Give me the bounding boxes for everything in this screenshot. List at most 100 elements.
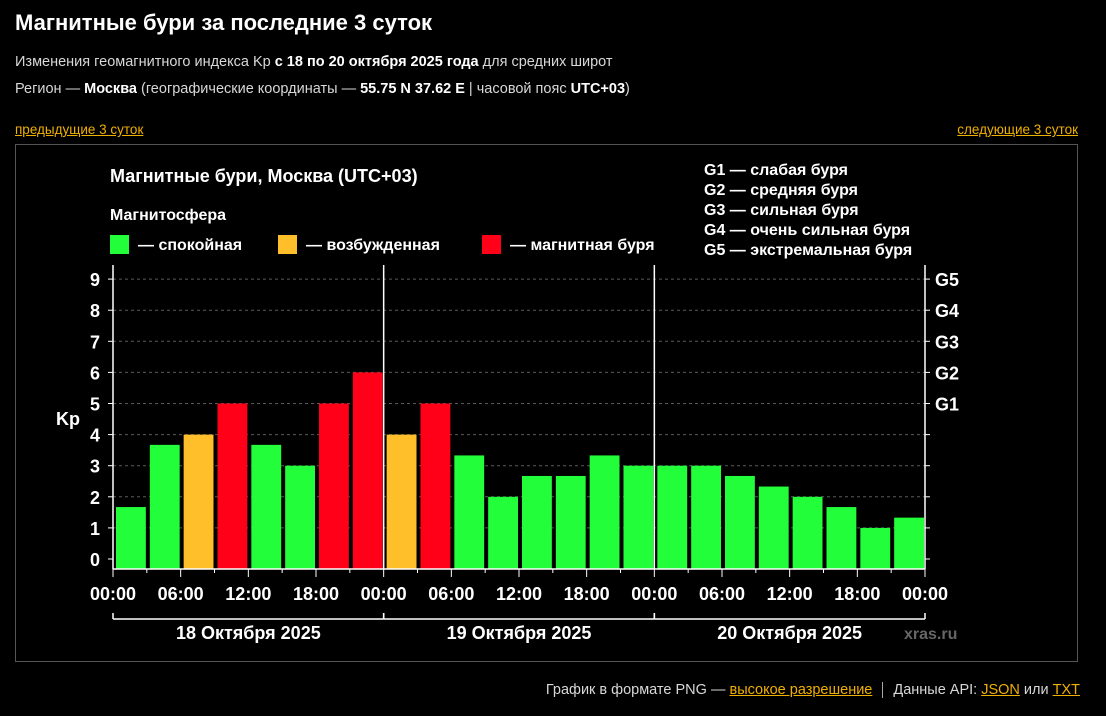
x-tick-label: 18:00 bbox=[293, 584, 339, 604]
bar bbox=[623, 465, 654, 569]
bar bbox=[894, 517, 924, 569]
y-tick-label: 0 bbox=[90, 550, 100, 570]
period-suffix: для средних широт bbox=[478, 54, 613, 70]
x-tick-label: 18:00 bbox=[834, 584, 880, 604]
g-tick-label: G1 bbox=[935, 395, 959, 415]
x-tick-label: 00:00 bbox=[631, 584, 677, 604]
region-mid: (географические координаты — bbox=[136, 81, 361, 97]
x-tick-label: 00:00 bbox=[361, 584, 407, 604]
day-label: 18 Октября 2025 bbox=[176, 623, 321, 643]
footer-divider bbox=[882, 682, 884, 699]
bar bbox=[386, 434, 417, 569]
high-res-link[interactable]: высокое разрешение bbox=[729, 682, 873, 698]
watermark: xras.ru bbox=[904, 626, 957, 643]
bar bbox=[792, 496, 823, 569]
g-tick-label: G4 bbox=[935, 301, 959, 321]
g-legend-item: G5 — экстремальная буря bbox=[704, 242, 912, 259]
g-legend-item: G1 — слабая буря bbox=[704, 162, 848, 179]
g-scale-legend: G1 — слабая буря G2 — средняя буря G3 — си… bbox=[704, 162, 912, 259]
g-tick-label: G2 bbox=[935, 363, 959, 383]
bar bbox=[826, 507, 857, 569]
y-tick-label: 9 bbox=[90, 270, 100, 290]
bar bbox=[860, 527, 891, 569]
chart-title: Магнитные бури, Москва (UTC+03) bbox=[110, 166, 418, 186]
region-city: Москва bbox=[84, 81, 137, 97]
subtitle-period: Изменения геомагнитного индекса Kp с 18 … bbox=[15, 54, 613, 70]
day-label: 20 Октября 2025 bbox=[717, 623, 862, 643]
axes bbox=[108, 265, 930, 577]
bar bbox=[251, 444, 282, 569]
y-tick-label: 4 bbox=[90, 426, 100, 446]
g-legend-item: G3 — сильная буря bbox=[704, 202, 859, 219]
axis-labels: 0 1 2 3 4 5 6 7 8 9 G1 G2 G3 G4 G5 00:00 06:00 12:00 18:00… bbox=[90, 270, 959, 643]
y-tick-label: 5 bbox=[90, 395, 100, 415]
bar bbox=[217, 403, 248, 569]
legend-label-calm: — спокойная bbox=[138, 237, 242, 254]
bar bbox=[657, 465, 688, 569]
kp-chart: Магнитные бури, Москва (UTC+03) Магнитос… bbox=[56, 162, 959, 643]
region-coords: 55.75 N 37.62 E bbox=[360, 81, 465, 97]
subtitle-region: Регион — Москва (географические координа… bbox=[15, 81, 630, 97]
bar bbox=[116, 507, 146, 569]
region-tz: UTC+03 bbox=[570, 81, 626, 97]
legend-swatch-storm bbox=[482, 235, 501, 254]
y-tick-label: 3 bbox=[90, 457, 100, 477]
bar bbox=[555, 475, 586, 569]
bar bbox=[149, 444, 180, 569]
bar bbox=[758, 486, 789, 569]
bars bbox=[116, 372, 924, 569]
x-tick-label: 12:00 bbox=[767, 584, 813, 604]
region-prefix: Регион — bbox=[15, 81, 85, 97]
bar bbox=[183, 434, 214, 569]
y-tick-label: 2 bbox=[90, 488, 100, 508]
g-legend-item: G2 — средняя буря bbox=[704, 182, 858, 199]
json-link[interactable]: JSON bbox=[981, 682, 1020, 698]
legend-title: Магнитосфера bbox=[110, 207, 226, 224]
bar bbox=[691, 465, 721, 569]
x-tick-label: 12:00 bbox=[225, 584, 271, 604]
g-legend-item: G4 — очень сильная буря bbox=[704, 222, 910, 239]
bar bbox=[522, 475, 552, 569]
page-title: Магнитные бури за последние 3 суток bbox=[15, 10, 433, 35]
x-tick-label: 06:00 bbox=[428, 584, 474, 604]
y-axis-label: Kp bbox=[56, 409, 80, 429]
txt-link[interactable]: TXT bbox=[1052, 682, 1080, 698]
y-tick-label: 7 bbox=[90, 332, 100, 352]
bar bbox=[352, 372, 383, 569]
period-prefix: Изменения геомагнитного индекса Kp bbox=[15, 54, 275, 70]
g-tick-label: G5 bbox=[935, 270, 959, 290]
x-tick-label: 00:00 bbox=[90, 584, 136, 604]
legend-label-excited: — возбужденная bbox=[306, 237, 440, 254]
bar bbox=[420, 403, 451, 569]
bar bbox=[488, 496, 518, 569]
x-tick-label: 12:00 bbox=[496, 584, 542, 604]
footer-or-text: или bbox=[1019, 682, 1053, 698]
region-suffix: ) bbox=[625, 81, 630, 97]
footer-api-text: Данные API: bbox=[893, 682, 982, 698]
footer-png-text: График в формате PNG — bbox=[545, 682, 730, 698]
legend-swatch-excited bbox=[278, 235, 297, 254]
y-tick-label: 8 bbox=[90, 301, 100, 321]
y-tick-label: 6 bbox=[90, 363, 100, 383]
legend-swatch-calm bbox=[110, 235, 129, 254]
bar bbox=[725, 475, 755, 569]
x-tick-label: 00:00 bbox=[902, 584, 948, 604]
next-3-days-link[interactable]: следующие 3 суток bbox=[957, 122, 1078, 137]
y-tick-label: 1 bbox=[90, 519, 100, 539]
bar bbox=[285, 465, 315, 569]
bar bbox=[589, 455, 620, 569]
day-label: 19 Октября 2025 bbox=[447, 623, 592, 643]
legend-label-storm: — магнитная буря bbox=[510, 237, 655, 254]
period-dates: с 18 по 20 октября 2025 года bbox=[274, 54, 479, 70]
prev-3-days-link[interactable]: предыдущие 3 суток bbox=[15, 122, 144, 137]
x-tick-label: 06:00 bbox=[699, 584, 745, 604]
x-tick-label: 06:00 bbox=[158, 584, 204, 604]
x-tick-label: 18:00 bbox=[564, 584, 610, 604]
footer: График в формате PNG — высокое разрешени… bbox=[545, 682, 1080, 699]
g-tick-label: G3 bbox=[935, 332, 959, 352]
region-tz-prefix: | часовой пояс bbox=[464, 81, 571, 97]
bar bbox=[319, 403, 349, 569]
bar bbox=[454, 455, 485, 569]
kp-chart-container: Магнитные бури, Москва (UTC+03) Магнитос… bbox=[15, 144, 1078, 662]
legend: — спокойная — возбужденная — магнитная бур… bbox=[110, 235, 655, 254]
